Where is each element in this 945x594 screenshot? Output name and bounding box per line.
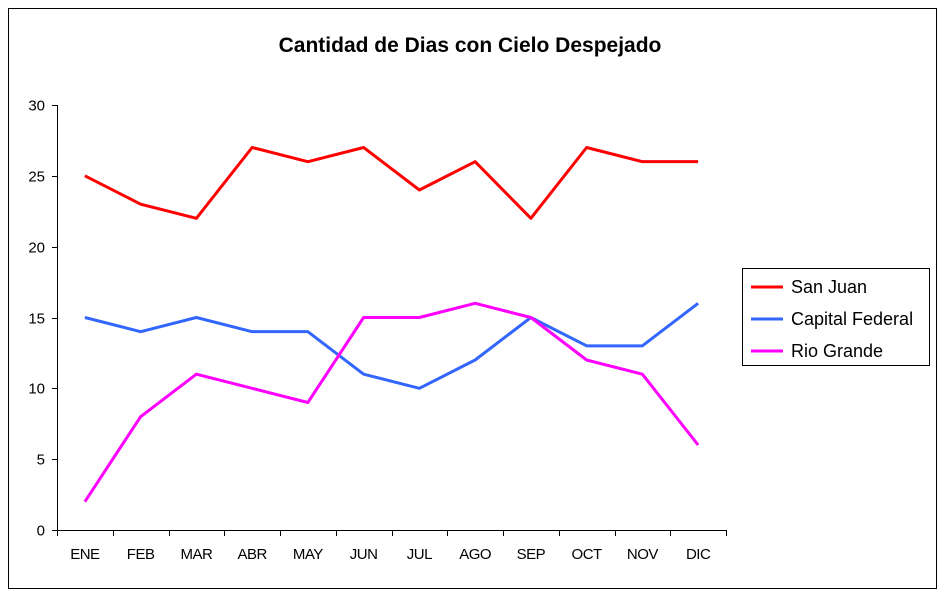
x-tick-label: AGO	[459, 546, 491, 563]
x-tick-label: JUN	[350, 546, 378, 563]
series-line-san-juan	[84, 146, 699, 220]
y-tick-label: 0	[37, 523, 45, 540]
legend: San Juan Capital Federal Rio Grande	[742, 268, 930, 366]
y-tick-label: 20	[28, 240, 45, 257]
legend-label: Capital Federal	[791, 309, 913, 329]
x-tick-label: FEB	[127, 546, 155, 563]
x-tick-label: MAR	[180, 546, 213, 563]
x-tick-label: MAY	[293, 546, 323, 563]
x-tick-label: SEP	[517, 546, 546, 563]
x-tick-label: JUL	[407, 546, 432, 563]
x-tick-label: OCT	[572, 546, 603, 563]
x-tick-label: NOV	[627, 546, 659, 563]
x-tick-label: ENE	[70, 546, 100, 563]
series-line-capital-federal	[84, 302, 700, 390]
y-tick-label: 25	[28, 169, 45, 186]
series-line-rio-grande	[83, 301, 700, 503]
legend-label: San Juan	[791, 277, 867, 297]
legend-box	[742, 268, 930, 366]
y-tick-label: 30	[28, 98, 45, 115]
legend-label: Rio Grande	[791, 341, 883, 361]
x-tick-label: DIC	[686, 546, 711, 563]
y-tick-label: 10	[28, 381, 45, 398]
x-tick-label: ABR	[237, 546, 267, 563]
y-tick-label: 15	[28, 311, 45, 328]
chart-title: Cantidad de Dias con Cielo Despejado	[279, 34, 662, 57]
y-tick-label: 5	[37, 452, 45, 469]
